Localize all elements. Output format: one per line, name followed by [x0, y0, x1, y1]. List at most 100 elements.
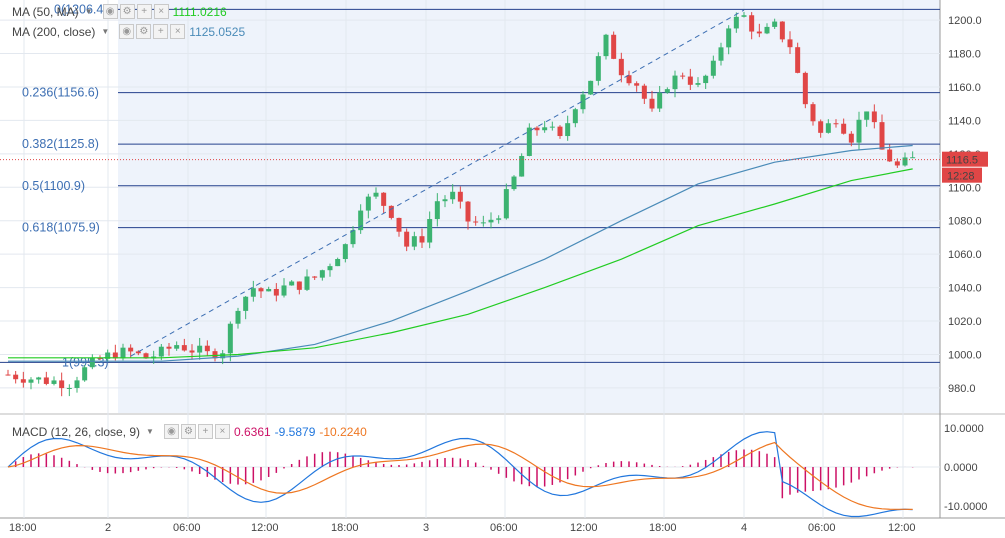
macd-tick-label: 10.0000	[944, 423, 984, 435]
legend-macd[interactable]: MACD (12, 26, close, 9) ▼ ◉ ⚙ + × 0.6361 -9…	[12, 424, 367, 439]
candle-body	[488, 219, 494, 223]
indicator-controls[interactable]: ◉ ⚙ + ×	[102, 4, 169, 19]
candle-body	[74, 380, 80, 388]
time-tick-label: 3	[423, 522, 429, 534]
candle-body	[818, 121, 824, 133]
candle-body	[902, 157, 908, 166]
gear-icon: ⚙	[136, 24, 152, 39]
legend-ma50[interactable]: MA (50, MA) ▼ ◉ ⚙ + × 1111.0216	[12, 4, 227, 19]
plus-icon: +	[136, 4, 152, 19]
candle-body	[189, 350, 195, 353]
candle-body	[342, 244, 348, 260]
time-tick-label: 06:00	[808, 522, 836, 534]
candle-body	[496, 218, 502, 220]
candle-body	[519, 155, 525, 177]
price-tick-label: 1000.0	[948, 349, 982, 361]
price-tick-label: 1180.0	[948, 49, 981, 61]
price-tick-label: 1020.0	[948, 316, 982, 328]
candle-body	[503, 189, 509, 219]
ma50-label: MA (50, MA)	[12, 4, 79, 19]
time-tick-label: 18:00	[9, 522, 37, 534]
candle-body	[450, 191, 456, 200]
chevron-down-icon[interactable]: ▼	[146, 427, 154, 436]
candle-body	[335, 259, 341, 267]
time-tick-label: 12:00	[570, 522, 598, 534]
candle-body	[258, 288, 264, 292]
chevron-down-icon[interactable]: ▼	[84, 7, 93, 16]
candle-body	[13, 374, 19, 380]
time-tick-label: 06:00	[490, 522, 518, 534]
candle-body	[273, 288, 279, 296]
candle-body	[174, 345, 180, 349]
candle-body	[580, 94, 586, 110]
ma200-line	[8, 144, 913, 362]
candle-body	[657, 92, 663, 109]
time-tick-label: 06:00	[173, 522, 201, 534]
candle-body	[396, 217, 402, 232]
legend-ma200[interactable]: MA (200, close) ▼ ◉ ⚙ + × 1125.0525	[12, 24, 245, 39]
candle-body	[741, 15, 747, 17]
macd-value-3: -10.2240	[319, 424, 367, 439]
candle-body	[204, 345, 210, 352]
candle-body	[710, 60, 716, 76]
price-tag-bg	[942, 151, 988, 167]
indicator-controls[interactable]: ◉ ⚙ + ×	[119, 24, 186, 39]
candle-body	[565, 123, 571, 137]
candle-body	[66, 387, 72, 389]
candle-body	[97, 358, 103, 360]
candle-body	[365, 196, 371, 211]
fib-label: 0.618(1075.9)	[22, 221, 100, 235]
candle-body	[43, 377, 49, 384]
candle-body	[243, 296, 249, 311]
time-tick-label: 18:00	[649, 522, 677, 534]
chevron-down-icon[interactable]: ▼	[101, 27, 110, 36]
fib-label: 0(1206.4)	[54, 2, 108, 16]
price-tick-label: 1080.0	[948, 216, 982, 228]
candle-body	[419, 236, 425, 243]
candle-body	[128, 347, 134, 352]
plus-icon: +	[153, 24, 169, 39]
macd-line	[7, 431, 913, 518]
candle-body	[833, 123, 839, 125]
candle-body	[557, 126, 563, 137]
candle-body	[887, 149, 893, 162]
candle-body	[672, 75, 678, 90]
fib-label: 0.382(1125.8)	[22, 137, 99, 151]
candle-body	[848, 133, 854, 143]
candle-body	[894, 161, 900, 166]
macd-label: MACD (12, 26, close, 9)	[12, 424, 141, 439]
candle-body	[220, 353, 226, 359]
candle-body	[787, 39, 793, 48]
candle-body	[197, 345, 203, 353]
candle-body	[526, 127, 532, 156]
candle-body	[381, 192, 387, 206]
candle-body	[166, 346, 172, 349]
gear-icon: ⚙	[119, 4, 135, 19]
plus-icon: +	[197, 424, 213, 439]
candle-body	[212, 351, 218, 359]
candle-body	[825, 123, 831, 133]
candle-body	[266, 288, 272, 292]
candle-body	[5, 374, 11, 376]
indicator-controls[interactable]: ◉ ⚙ + ×	[163, 424, 230, 439]
candle-body	[89, 358, 95, 368]
candle-body	[296, 281, 302, 290]
time-tag-bg	[942, 167, 982, 183]
candle-body	[756, 31, 762, 34]
eye-icon: ◉	[119, 24, 135, 39]
candle-body	[358, 210, 364, 231]
candle-body	[112, 352, 118, 359]
fib-label: 1(995.3)	[62, 355, 109, 369]
candle-body	[856, 119, 862, 143]
candle-body	[373, 192, 379, 197]
macd-tick-label: 0.0000	[944, 462, 978, 474]
candle-body	[82, 367, 88, 381]
close-icon: ×	[214, 424, 230, 439]
price-tag-time: 12:28	[947, 171, 975, 183]
candle-body	[864, 111, 870, 120]
time-tick-label: 4	[741, 522, 747, 534]
eye-icon: ◉	[163, 424, 179, 439]
ma50-value: 1111.0216	[172, 4, 227, 19]
candle-body	[158, 346, 164, 357]
